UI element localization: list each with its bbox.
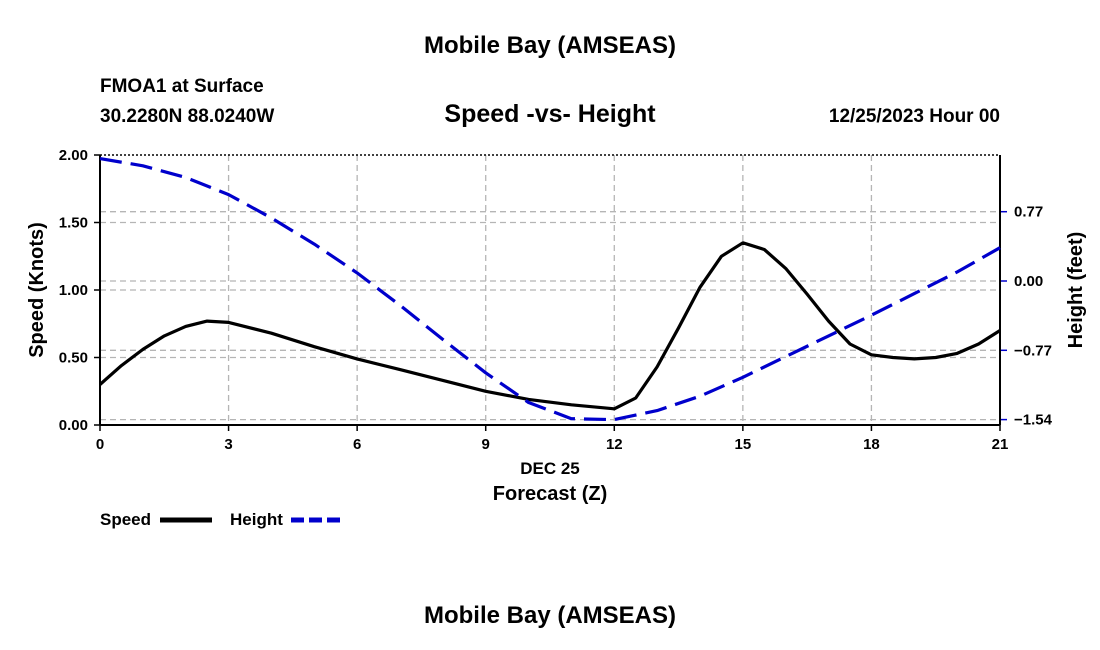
x-tick-label: 0 bbox=[96, 436, 104, 453]
y-tick-label: 2.00 bbox=[59, 147, 88, 164]
y-tick-label: 1.50 bbox=[59, 215, 88, 232]
x-tick-label: 6 bbox=[353, 436, 361, 453]
y-tick-label: 0.50 bbox=[59, 350, 88, 367]
y-right-tick-label: −0.77 bbox=[1014, 342, 1052, 359]
x-tick-label: 12 bbox=[606, 436, 623, 453]
x-axis-date-label: DEC 25 bbox=[520, 459, 580, 478]
forecast-datetime: 12/25/2023 Hour 00 bbox=[828, 106, 1000, 127]
y-axis-label: Speed (Knots) bbox=[26, 222, 48, 358]
x-tick-label: 3 bbox=[224, 436, 232, 453]
x-tick-label: 18 bbox=[863, 436, 880, 453]
x-tick-label: 21 bbox=[992, 436, 1009, 453]
chart-title: Speed -vs- Height bbox=[444, 100, 656, 128]
y-right-tick-label: 0.00 bbox=[1014, 273, 1043, 290]
axes-layer: 0 3 6 9 12 15 18 21 0.00 0.50 1.00 1.50 2.00 −1.54 −0.… bbox=[59, 147, 1053, 453]
x-tick-label: 15 bbox=[735, 436, 752, 453]
x-axis-label: Forecast (Z) bbox=[493, 483, 607, 505]
y-tick-label: 1.00 bbox=[59, 282, 88, 299]
y-right-tick-label: 0.77 bbox=[1014, 204, 1043, 221]
coordinates-label: 30.2280N 88.0240W bbox=[100, 106, 275, 127]
y-tick-label: 0.00 bbox=[59, 417, 88, 434]
legend-height-label: Height bbox=[230, 510, 283, 529]
y-axis-right-label: Height (feet) bbox=[1065, 232, 1087, 349]
height-series-line bbox=[99, 157, 1001, 422]
bottom-title: Mobile Bay (AMSEAS) bbox=[423, 602, 677, 629]
speed-series-line bbox=[98, 241, 1001, 411]
legend-speed-label: Speed bbox=[100, 510, 151, 529]
station-label: FMOA1 at Surface bbox=[100, 76, 264, 97]
top-title: Mobile Bay (AMSEAS) bbox=[423, 32, 677, 59]
labels-layer: Speed (Knots) Height (feet) DEC 25 Forec… bbox=[26, 222, 1087, 529]
grid-layer bbox=[100, 155, 1000, 425]
x-tick-label: 9 bbox=[482, 436, 490, 453]
y-right-tick-label: −1.54 bbox=[1014, 412, 1053, 429]
series-layer bbox=[98, 157, 1001, 422]
